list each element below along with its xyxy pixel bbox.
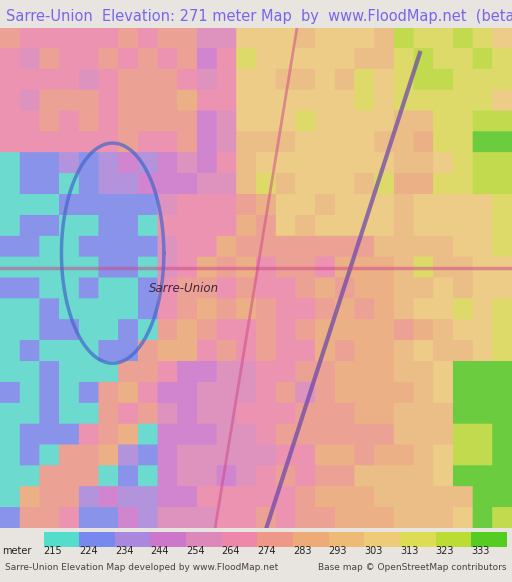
Text: 323: 323 [436, 546, 454, 556]
Bar [365, 532, 400, 547]
Text: Base map © OpenStreetMap contributors: Base map © OpenStreetMap contributors [318, 563, 507, 573]
Text: 313: 313 [400, 546, 418, 556]
Bar [471, 532, 507, 547]
Text: 293: 293 [329, 546, 347, 556]
Text: 215: 215 [44, 546, 62, 556]
Bar [151, 532, 186, 547]
Text: 283: 283 [293, 546, 311, 556]
Bar [258, 532, 293, 547]
Bar [44, 532, 79, 547]
Text: Sarre-Union Elevation Map developed by www.FloodMap.net: Sarre-Union Elevation Map developed by w… [5, 563, 279, 573]
Bar [329, 532, 365, 547]
Text: meter: meter [3, 546, 32, 556]
Bar [186, 532, 222, 547]
Text: 333: 333 [471, 546, 489, 556]
Bar [400, 532, 436, 547]
Text: 224: 224 [79, 546, 98, 556]
Bar [293, 532, 329, 547]
Text: 244: 244 [151, 546, 169, 556]
Text: Sarre-Union: Sarre-Union [150, 282, 219, 294]
Text: 234: 234 [115, 546, 133, 556]
Bar [79, 532, 115, 547]
Text: Sarre-Union  Elevation: 271 meter Map  by  www.FloodMap.net  (beta): Sarre-Union Elevation: 271 meter Map by … [6, 9, 512, 24]
Text: 303: 303 [365, 546, 382, 556]
Text: 264: 264 [222, 546, 240, 556]
Bar [222, 532, 258, 547]
Bar [436, 532, 471, 547]
Text: 274: 274 [258, 546, 276, 556]
Text: 254: 254 [186, 546, 205, 556]
Bar [115, 532, 151, 547]
